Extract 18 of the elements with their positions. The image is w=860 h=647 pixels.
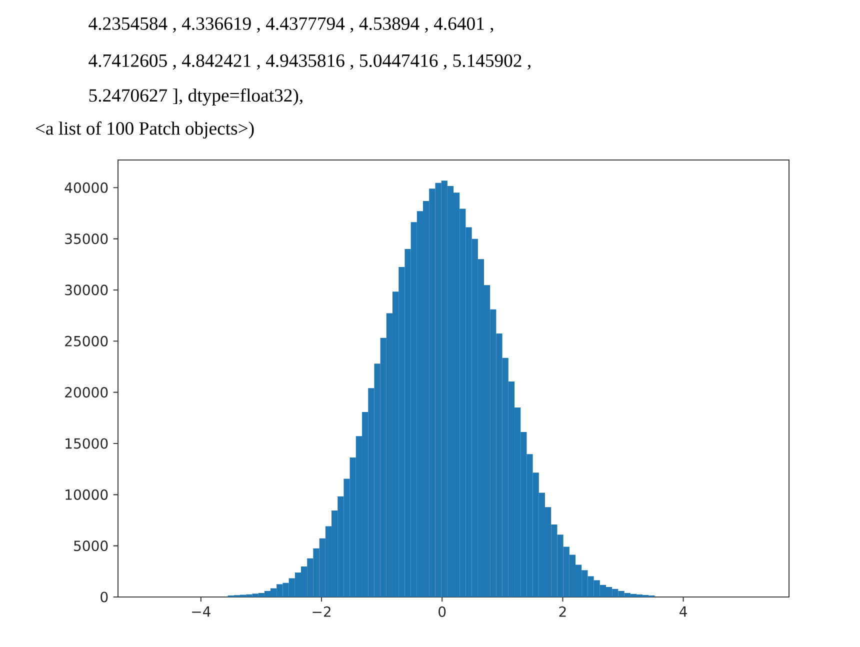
x-tick-label: −2 [312,606,330,617]
y-tick-label: 10000 [66,489,108,500]
y-tick-label: 25000 [65,336,108,346]
text: 4.2354584 , 4.336619 , 4.4377794 , 4.53894 , 4.6401 , [88,17,494,33]
text: 4.7412605 , 4.842421 , 4.9435816 , 5.0447416 , 5.145902 , [88,54,530,70]
text: <a list of 100 Patch objects>) [36,121,254,139]
x-tick-label: 4 [680,606,687,617]
y-tick-label: 40000 [64,182,108,193]
y-tick-label: 20000 [65,387,108,398]
y-tick-label: 35000 [65,234,108,244]
y-tick-label: 5000 [74,540,108,552]
x-tick-label: 2 [559,606,566,617]
x-tick-label: 0 [438,606,446,617]
x-tick-label: −4 [192,606,210,617]
y-tick-label: 30000 [65,284,108,296]
text: 5.2470627 ], dtype=float32), [89,88,302,106]
y-tick-label: 15000 [66,438,108,449]
y-tick-label: 0 [100,592,108,602]
